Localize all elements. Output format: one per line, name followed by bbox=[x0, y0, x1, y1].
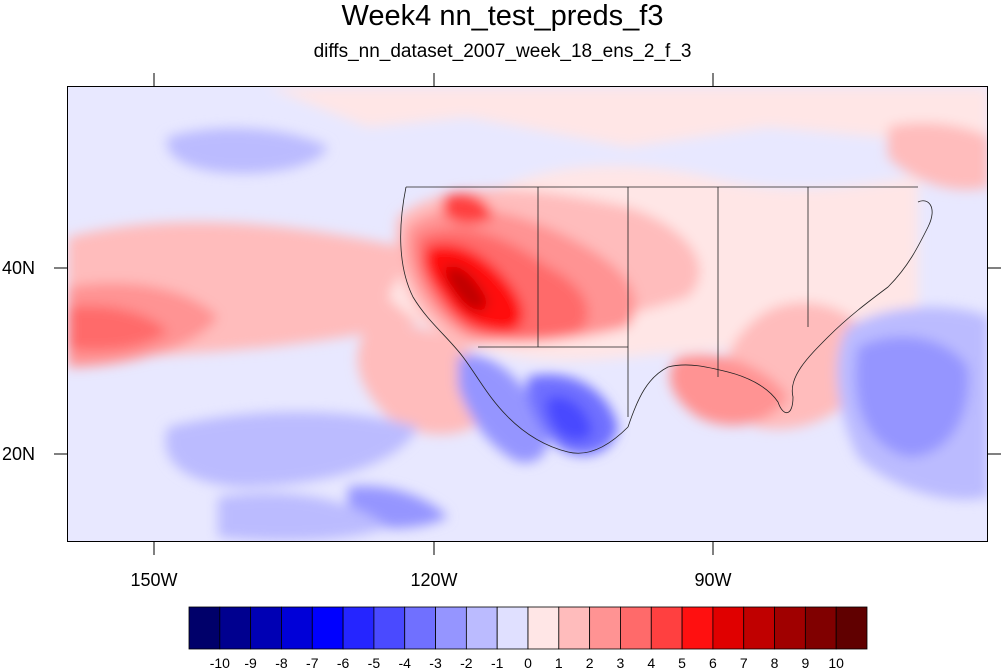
lon-label-150w: 150W bbox=[130, 570, 178, 590]
colorbar-swatch bbox=[281, 606, 313, 650]
colorbar bbox=[188, 606, 868, 655]
colorbar-label: -5 bbox=[367, 655, 381, 671]
colorbar-swatch bbox=[250, 606, 282, 650]
colorbar-swatch bbox=[774, 606, 806, 650]
colorbar-label: 1 bbox=[554, 655, 563, 671]
colorbar-label: 0 bbox=[524, 655, 532, 671]
map-frame bbox=[67, 86, 988, 542]
colorbar-swatch bbox=[373, 606, 406, 650]
lat-label-40n: 40N bbox=[2, 258, 36, 278]
colorbar-swatch bbox=[681, 606, 714, 650]
colorbar-label: 9 bbox=[801, 655, 810, 671]
lat-label-20n: 20N bbox=[2, 444, 36, 464]
colorbar-swatch bbox=[342, 606, 375, 650]
colorbar-swatch bbox=[804, 606, 837, 650]
colorbar-swatch bbox=[527, 606, 560, 650]
colorbar-label: 3 bbox=[616, 655, 625, 671]
colorbar-swatch bbox=[558, 606, 591, 650]
colorbar-label: 7 bbox=[739, 655, 748, 671]
colorbar-swatch bbox=[835, 606, 868, 650]
anomaly-map bbox=[68, 87, 987, 541]
colorbar-swatch bbox=[188, 606, 221, 650]
colorbar-label: -3 bbox=[429, 655, 442, 671]
lon-label-90w: 90W bbox=[694, 570, 732, 590]
colorbar-swatch bbox=[496, 606, 529, 650]
colorbar-swatch bbox=[650, 606, 683, 650]
colorbar-swatch bbox=[404, 606, 436, 650]
colorbar-label: -4 bbox=[398, 655, 411, 671]
plot-title: Week4 nn_test_preds_f3 bbox=[341, 0, 664, 32]
colorbar-label: 6 bbox=[709, 655, 717, 671]
colorbar-swatch bbox=[620, 606, 652, 650]
colorbar-swatch bbox=[743, 606, 775, 650]
colorbar-label: 4 bbox=[647, 655, 656, 671]
colorbar-label: -7 bbox=[306, 655, 319, 671]
coastlines bbox=[400, 186, 933, 454]
colorbar-swatch bbox=[465, 606, 498, 650]
colorbar-label: -10 bbox=[209, 655, 230, 671]
colorbar-label: -9 bbox=[244, 655, 257, 671]
colorbar-label: -2 bbox=[460, 655, 473, 671]
plot-subtitle: diffs_nn_dataset_2007_week_18_ens_2_f_3 bbox=[313, 41, 692, 62]
colorbar-label: 2 bbox=[585, 655, 594, 671]
colorbar-swatch bbox=[589, 606, 621, 650]
lon-label-120w: 120W bbox=[410, 570, 458, 590]
colorbar-label: 10 bbox=[828, 655, 844, 671]
colorbar-swatches bbox=[188, 606, 868, 650]
colorbar-label: 8 bbox=[770, 655, 779, 671]
colorbar-swatch bbox=[219, 606, 252, 650]
colorbar-swatch bbox=[311, 606, 344, 650]
colorbar-swatch bbox=[712, 606, 745, 650]
colorbar-label: -6 bbox=[336, 655, 350, 671]
colorbar-label: 5 bbox=[678, 655, 686, 671]
colorbar-label: -8 bbox=[275, 655, 288, 671]
anomaly-field bbox=[68, 87, 987, 541]
colorbar-swatch bbox=[435, 606, 467, 650]
colorbar-label: -1 bbox=[490, 655, 504, 671]
